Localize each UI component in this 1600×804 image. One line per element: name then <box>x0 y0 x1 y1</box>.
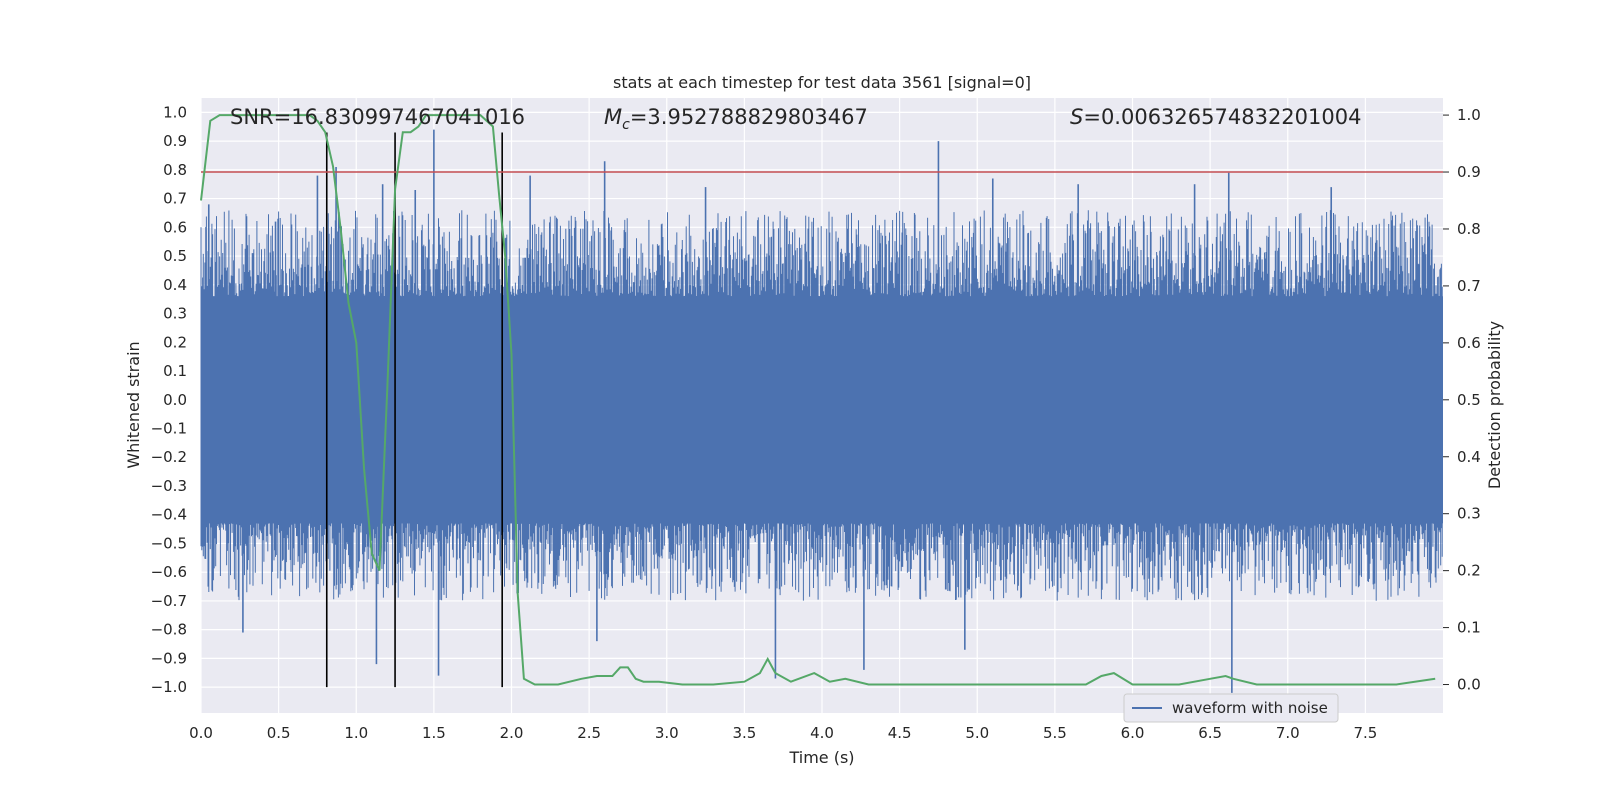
legend-label: waveform with noise <box>1172 699 1328 717</box>
y-tick-label: 0.3 <box>163 305 187 323</box>
y2-tick-label: 0.4 <box>1457 448 1481 466</box>
y-axis-label: Whitened strain <box>124 341 143 468</box>
x-tick-label: 5.5 <box>1043 724 1067 742</box>
y-tick-label: 0.4 <box>163 276 187 294</box>
y2-axis-ticks: 1.0 0.9 0.8 0.7 0.6 0.5 0.4 0.3 0.2 0.1 0.0 <box>1443 106 1481 694</box>
y-tick-label: −0.7 <box>151 592 187 610</box>
y-tick-label: −0.3 <box>151 477 187 495</box>
y-tick-label: −1.0 <box>151 678 187 696</box>
x-tick-label: 6.5 <box>1198 724 1222 742</box>
chirp-mass-symbol: M <box>604 105 622 129</box>
y-tick-label: 1.0 <box>163 103 187 121</box>
x-axis-label: Time (s) <box>788 748 854 767</box>
x-tick-label: 2.0 <box>500 724 524 742</box>
y-axis-ticks: 1.0 0.9 0.8 0.7 0.6 0.5 0.4 0.3 0.2 0.1 0.0 −0.1 −0.… <box>151 103 187 696</box>
waveform-trace <box>200 210 1443 601</box>
x-tick-label: 1.5 <box>422 724 446 742</box>
y2-tick-label: 0.8 <box>1457 220 1481 238</box>
chart-title: stats at each timestep for test data 356… <box>613 73 1031 92</box>
y-tick-label: −0.5 <box>151 534 187 552</box>
x-tick-label: 7.0 <box>1276 724 1300 742</box>
y-tick-label: 0.2 <box>163 333 187 351</box>
y2-tick-label: 0.2 <box>1457 562 1481 580</box>
legend: waveform with noise <box>1123 693 1339 723</box>
y-tick-label: 0.6 <box>163 218 187 236</box>
x-tick-label: 4.0 <box>810 724 834 742</box>
s-symbol: S <box>1070 105 1083 129</box>
y-tick-label: 0.8 <box>163 161 187 179</box>
y2-tick-label: 0.3 <box>1457 505 1481 523</box>
x-tick-label: 5.0 <box>965 724 989 742</box>
snr-annotation: SNR=16.830997467041016 <box>230 105 525 129</box>
y-tick-label: −0.2 <box>151 448 187 466</box>
y-tick-label: 0.5 <box>163 247 187 265</box>
s-value: =0.006326574832201004 <box>1083 105 1361 129</box>
y-tick-label: 0.7 <box>163 190 187 208</box>
y-tick-label: −0.4 <box>151 506 187 524</box>
chirp-mass-value: =3.952788829803467 <box>630 105 868 129</box>
y2-tick-label: 0.6 <box>1457 334 1481 352</box>
y2-tick-label: 0.9 <box>1457 163 1481 181</box>
y2-tick-label: 1.0 <box>1457 106 1481 124</box>
y2-tick-label: 0.5 <box>1457 391 1481 409</box>
y2-tick-label: 0.0 <box>1457 676 1481 694</box>
y-tick-label: −0.9 <box>151 649 187 667</box>
y-tick-label: −0.1 <box>151 419 187 437</box>
x-tick-label: 3.0 <box>655 724 679 742</box>
x-tick-label: 3.5 <box>732 724 756 742</box>
x-tick-label: 0.0 <box>189 724 213 742</box>
y2-tick-label: 0.7 <box>1457 277 1481 295</box>
y-tick-label: 0.1 <box>163 362 187 380</box>
legend-box <box>1123 693 1339 723</box>
y-tick-label: 0.0 <box>163 391 187 409</box>
y-tick-label: −0.6 <box>151 563 187 581</box>
x-axis-ticks: 0.0 0.5 1.0 1.5 2.0 2.5 3.0 3.5 4.0 4.5 5.0 5.5 6.0 6… <box>189 724 1377 742</box>
x-tick-label: 6.0 <box>1121 724 1145 742</box>
chirp-mass-subscript: c <box>622 117 630 133</box>
x-tick-label: 0.5 <box>267 724 291 742</box>
x-tick-label: 1.0 <box>344 724 368 742</box>
probability-series <box>200 114 1443 686</box>
chirp-mass-annotation: Mc=3.952788829803467 <box>604 105 868 133</box>
probability-line <box>200 114 1436 686</box>
x-tick-label: 7.5 <box>1353 724 1377 742</box>
y2-tick-label: 0.1 <box>1457 619 1481 637</box>
x-tick-label: 2.5 <box>577 724 601 742</box>
y-tick-label: 0.9 <box>163 132 187 150</box>
y-tick-label: −0.8 <box>151 621 187 639</box>
y2-axis-label: Detection probability <box>1485 321 1504 489</box>
x-tick-label: 4.5 <box>888 724 912 742</box>
waveform-series <box>200 129 1443 693</box>
s-annotation: S=0.006326574832201004 <box>1070 105 1361 129</box>
